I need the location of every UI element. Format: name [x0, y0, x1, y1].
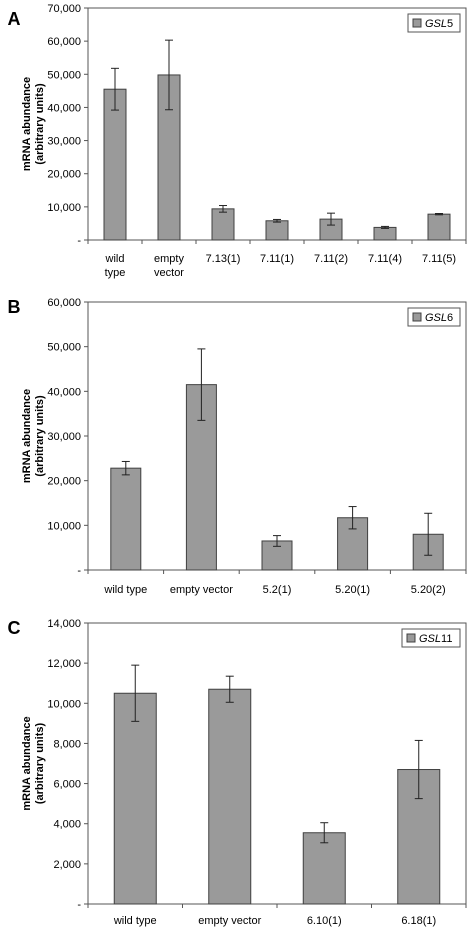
bar — [211, 208, 235, 241]
legend-label-suffix: 6 — [447, 312, 453, 324]
y-axis-label-line: mRNA abundance — [21, 716, 33, 810]
x-tick-label: 5.20(1) — [335, 584, 370, 596]
legend-label-suffix: 11 — [441, 633, 452, 645]
y-axis-label-line: mRNA abundance — [21, 389, 33, 483]
y-tick-label: 8,000 — [53, 738, 81, 750]
x-tick-label: 7.11(4) — [368, 253, 402, 265]
legend-swatch — [412, 312, 422, 322]
bar — [302, 832, 346, 905]
y-tick-label: 30,000 — [47, 431, 81, 443]
y-tick-label: 60,000 — [47, 297, 81, 309]
bar — [103, 88, 127, 241]
plot-frame — [87, 301, 467, 571]
y-tick-label: 40,000 — [47, 386, 81, 398]
y-tick-label: 6,000 — [53, 779, 81, 791]
y-tick-label: 70,000 — [47, 3, 81, 15]
legend-label-italic: GSL — [425, 18, 447, 30]
bar — [373, 226, 397, 241]
bar — [427, 213, 451, 241]
x-tick-label: wild type — [105, 253, 126, 279]
y-tick-label: 20,000 — [47, 476, 81, 488]
panel-label: A — [8, 9, 21, 29]
y-tick-label: 4,000 — [53, 819, 81, 831]
x-tick-label-line: type — [105, 267, 126, 279]
x-tick-label: 7.11(1) — [260, 253, 294, 265]
x-tick-label: 5.20(2) — [411, 584, 446, 596]
x-tick-label-line: empty — [154, 253, 184, 265]
y-axis-label-line: (arbitrary units) — [34, 395, 46, 477]
panel-label: B — [8, 297, 21, 317]
y-tick-label: 12,000 — [47, 658, 81, 670]
y-tick-label: 10,000 — [47, 202, 81, 214]
y-axis-label: mRNA abundance(arbitrary units) — [21, 716, 46, 810]
x-tick-label-line: vector — [154, 267, 184, 279]
y-axis-label: mRNA abundance(arbitrary units) — [21, 77, 46, 171]
y-axis-label-line: (arbitrary units) — [34, 723, 46, 805]
y-axis-label: mRNA abundance(arbitrary units) — [21, 389, 46, 483]
legend-swatch — [406, 633, 416, 643]
y-tick-label: - — [77, 565, 81, 577]
x-tick-label: 6.10(1) — [307, 915, 342, 927]
legend-label: GSL6 — [425, 312, 453, 324]
y-tick-label: 2,000 — [53, 859, 81, 871]
y-tick-label: 50,000 — [47, 342, 81, 354]
bar — [110, 467, 142, 571]
bar — [113, 692, 157, 905]
legend-label: GSL11 — [419, 633, 452, 645]
y-tick-label: 60,000 — [47, 36, 81, 48]
legend-label-italic: GSL — [425, 312, 447, 324]
y-tick-label: - — [77, 899, 81, 911]
x-tick-label: wild type — [103, 584, 147, 596]
x-tick-label: empty vector — [154, 253, 184, 279]
legend-label: GSL5 — [425, 18, 453, 30]
x-tick-label: wild type — [113, 915, 157, 927]
legend-label-suffix: 5 — [447, 18, 453, 30]
y-tick-label: 10,000 — [47, 520, 81, 532]
y-tick-label: 30,000 — [47, 136, 81, 148]
y-tick-label: 40,000 — [47, 102, 81, 114]
bar — [265, 220, 289, 241]
panel-label: C — [8, 618, 21, 638]
x-tick-label: empty vector — [170, 584, 233, 596]
legend-swatch — [412, 18, 422, 28]
x-tick-label: 6.18(1) — [401, 915, 436, 927]
bar — [208, 688, 252, 905]
legend-box — [401, 628, 461, 648]
y-tick-label: 10,000 — [47, 698, 81, 710]
y-tick-label: 50,000 — [47, 69, 81, 81]
x-tick-label: 7.11(5) — [422, 253, 456, 265]
x-tick-label: 7.13(1) — [206, 253, 241, 265]
y-tick-label: 20,000 — [47, 169, 81, 181]
x-tick-label: 5.2(1) — [263, 584, 292, 596]
y-tick-label: 14,000 — [47, 618, 81, 630]
y-axis-label-line: mRNA abundance — [21, 77, 33, 171]
y-axis-label-line: (arbitrary units) — [34, 83, 46, 165]
x-tick-label: 7.11(2) — [314, 253, 348, 265]
plot-frame — [87, 7, 467, 241]
legend-label-italic: GSL — [419, 633, 441, 645]
x-tick-label-line: wild — [105, 253, 125, 265]
y-tick-label: - — [77, 235, 81, 247]
x-tick-label: empty vector — [198, 915, 261, 927]
